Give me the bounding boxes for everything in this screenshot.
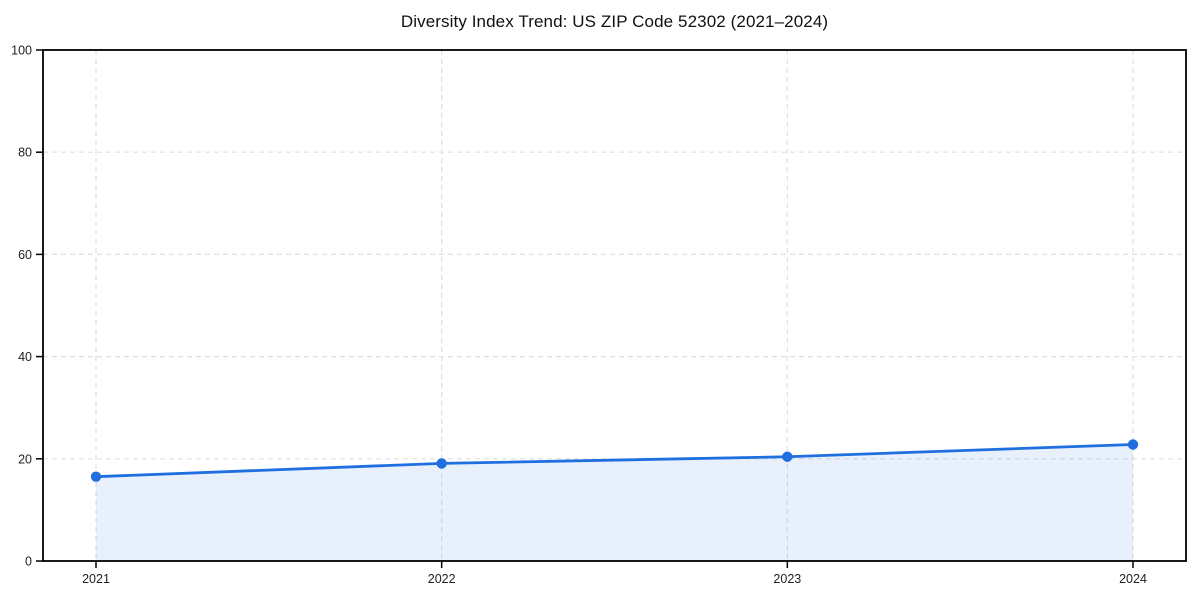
x-tick-label: 2022 bbox=[428, 572, 456, 586]
trend-area bbox=[96, 444, 1133, 561]
y-tick-label: 100 bbox=[11, 44, 32, 58]
x-tick-label: 2024 bbox=[1119, 572, 1147, 586]
y-tick-label: 40 bbox=[18, 350, 32, 364]
x-tick-label: 2021 bbox=[82, 572, 110, 586]
y-tick-label: 20 bbox=[18, 452, 32, 466]
y-tick-label: 80 bbox=[18, 146, 32, 160]
data-point-2023 bbox=[782, 451, 793, 462]
x-tick-label: 2023 bbox=[773, 572, 801, 586]
y-tick-label: 0 bbox=[25, 555, 32, 569]
trend-line bbox=[94, 443, 1135, 479]
data-point-2021 bbox=[90, 471, 102, 482]
data-point-2024 bbox=[1127, 439, 1139, 450]
data-point-2022 bbox=[436, 458, 447, 469]
y-tick-label: 60 bbox=[18, 248, 32, 262]
chart-title: Diversity Index Trend: US ZIP Code 52302… bbox=[400, 12, 829, 31]
plot-frame bbox=[42, 49, 1187, 562]
